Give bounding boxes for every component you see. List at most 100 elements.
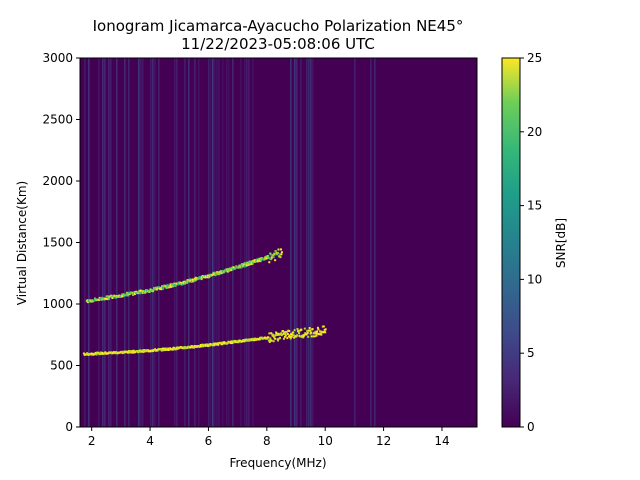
noise-stripe	[308, 58, 310, 427]
echo-point	[317, 328, 320, 331]
echo-point	[268, 340, 271, 343]
echo-point	[274, 337, 277, 340]
echo-point	[297, 330, 300, 333]
echo-point	[320, 333, 323, 336]
echo-point	[287, 335, 290, 338]
echo-point	[268, 332, 271, 335]
echo-point	[314, 330, 317, 333]
y-tick-label: 1000	[42, 297, 73, 311]
echo-point	[308, 327, 311, 329]
x-axis: 2 4 6 8 10 12 14	[88, 427, 450, 448]
echo-point	[286, 337, 289, 340]
echo-point	[281, 330, 284, 332]
echo-point	[207, 274, 209, 277]
x-tick-label: 6	[205, 434, 213, 448]
y-tick-label: 3000	[42, 51, 73, 65]
echo-point	[264, 255, 267, 258]
echo-point	[280, 253, 283, 256]
noise-stripe	[84, 58, 86, 427]
echo-point	[288, 330, 291, 333]
echo-point	[306, 329, 309, 332]
echo-point	[131, 291, 134, 294]
echo-point	[173, 282, 176, 285]
echo-point	[316, 326, 319, 329]
echo-point	[283, 331, 286, 334]
echo-point	[299, 335, 302, 338]
noise-stripe	[216, 58, 218, 427]
y-axis-label: Virtual Distance(Km)	[15, 181, 29, 305]
echo-point	[141, 292, 144, 294]
colorbar-tick-label: 15	[527, 199, 542, 213]
echo-point	[280, 332, 282, 335]
echo-point	[100, 298, 103, 301]
echo-point	[126, 291, 129, 294]
echo-point	[173, 346, 176, 349]
echo-point	[123, 295, 126, 298]
noise-stripe	[152, 58, 154, 427]
echo-point	[231, 342, 234, 344]
noise-stripe	[184, 58, 186, 427]
echo-point	[312, 335, 315, 338]
echo-point	[189, 278, 191, 281]
echo-point	[164, 349, 167, 351]
echo-point	[322, 325, 325, 328]
echo-point	[88, 300, 91, 303]
echo-point	[172, 284, 175, 287]
echo-point	[324, 328, 327, 331]
noise-stripe	[374, 58, 376, 427]
echo-point	[279, 253, 281, 256]
echo-point	[278, 333, 280, 336]
echo-point	[108, 297, 110, 300]
colorbar-tick-label: 10	[527, 272, 542, 286]
echo-point	[183, 280, 186, 283]
noise-stripe	[240, 58, 242, 427]
echo-point	[170, 285, 172, 288]
echo-point	[284, 333, 287, 335]
echo-point	[289, 336, 292, 339]
noise-stripe	[138, 58, 140, 427]
noise-stripe	[174, 58, 176, 427]
colorbar-axis: 0 5 10 15 20 25	[520, 51, 542, 434]
echo-point	[267, 256, 270, 258]
noise-stripe	[188, 58, 190, 427]
colorbar-label: SNR[dB]	[554, 218, 568, 268]
echo-point	[319, 330, 322, 333]
echo-point	[164, 285, 167, 287]
x-tick-label: 4	[146, 434, 154, 448]
echo-point	[248, 263, 251, 266]
echo-point	[259, 260, 262, 263]
echo-point	[107, 296, 110, 299]
noise-stripe	[108, 58, 110, 427]
echo-point	[272, 340, 275, 343]
y-tick-label: 1500	[42, 236, 73, 250]
echo-point	[115, 296, 117, 299]
echo-point	[274, 259, 277, 262]
echo-point	[275, 332, 278, 335]
echo-point	[226, 268, 228, 271]
echo-point	[270, 332, 273, 335]
echo-point	[131, 350, 134, 352]
echo-point	[253, 339, 256, 342]
echo-point	[291, 333, 294, 336]
echo-point	[127, 294, 130, 297]
echo-point	[217, 343, 220, 346]
echo-point	[275, 250, 278, 253]
echo-point	[218, 273, 221, 276]
echo-point	[315, 334, 318, 337]
y-axis: 0 500 1000 1500 2000 2500 3000	[42, 51, 80, 434]
noise-stripe	[232, 58, 234, 427]
echo-point	[86, 299, 89, 302]
echo-point	[134, 293, 136, 295]
noise-stripe	[246, 58, 248, 427]
echo-point	[277, 251, 279, 254]
echo-point	[269, 253, 272, 256]
echo-point	[285, 331, 288, 334]
noise-stripe	[214, 58, 216, 427]
echo-point	[237, 341, 240, 344]
echo-point	[272, 333, 275, 336]
y-tick-label: 0	[65, 420, 73, 434]
echo-point	[82, 352, 85, 355]
echo-point	[208, 275, 211, 278]
x-tick-label: 10	[318, 434, 333, 448]
noise-stripe	[140, 58, 142, 427]
